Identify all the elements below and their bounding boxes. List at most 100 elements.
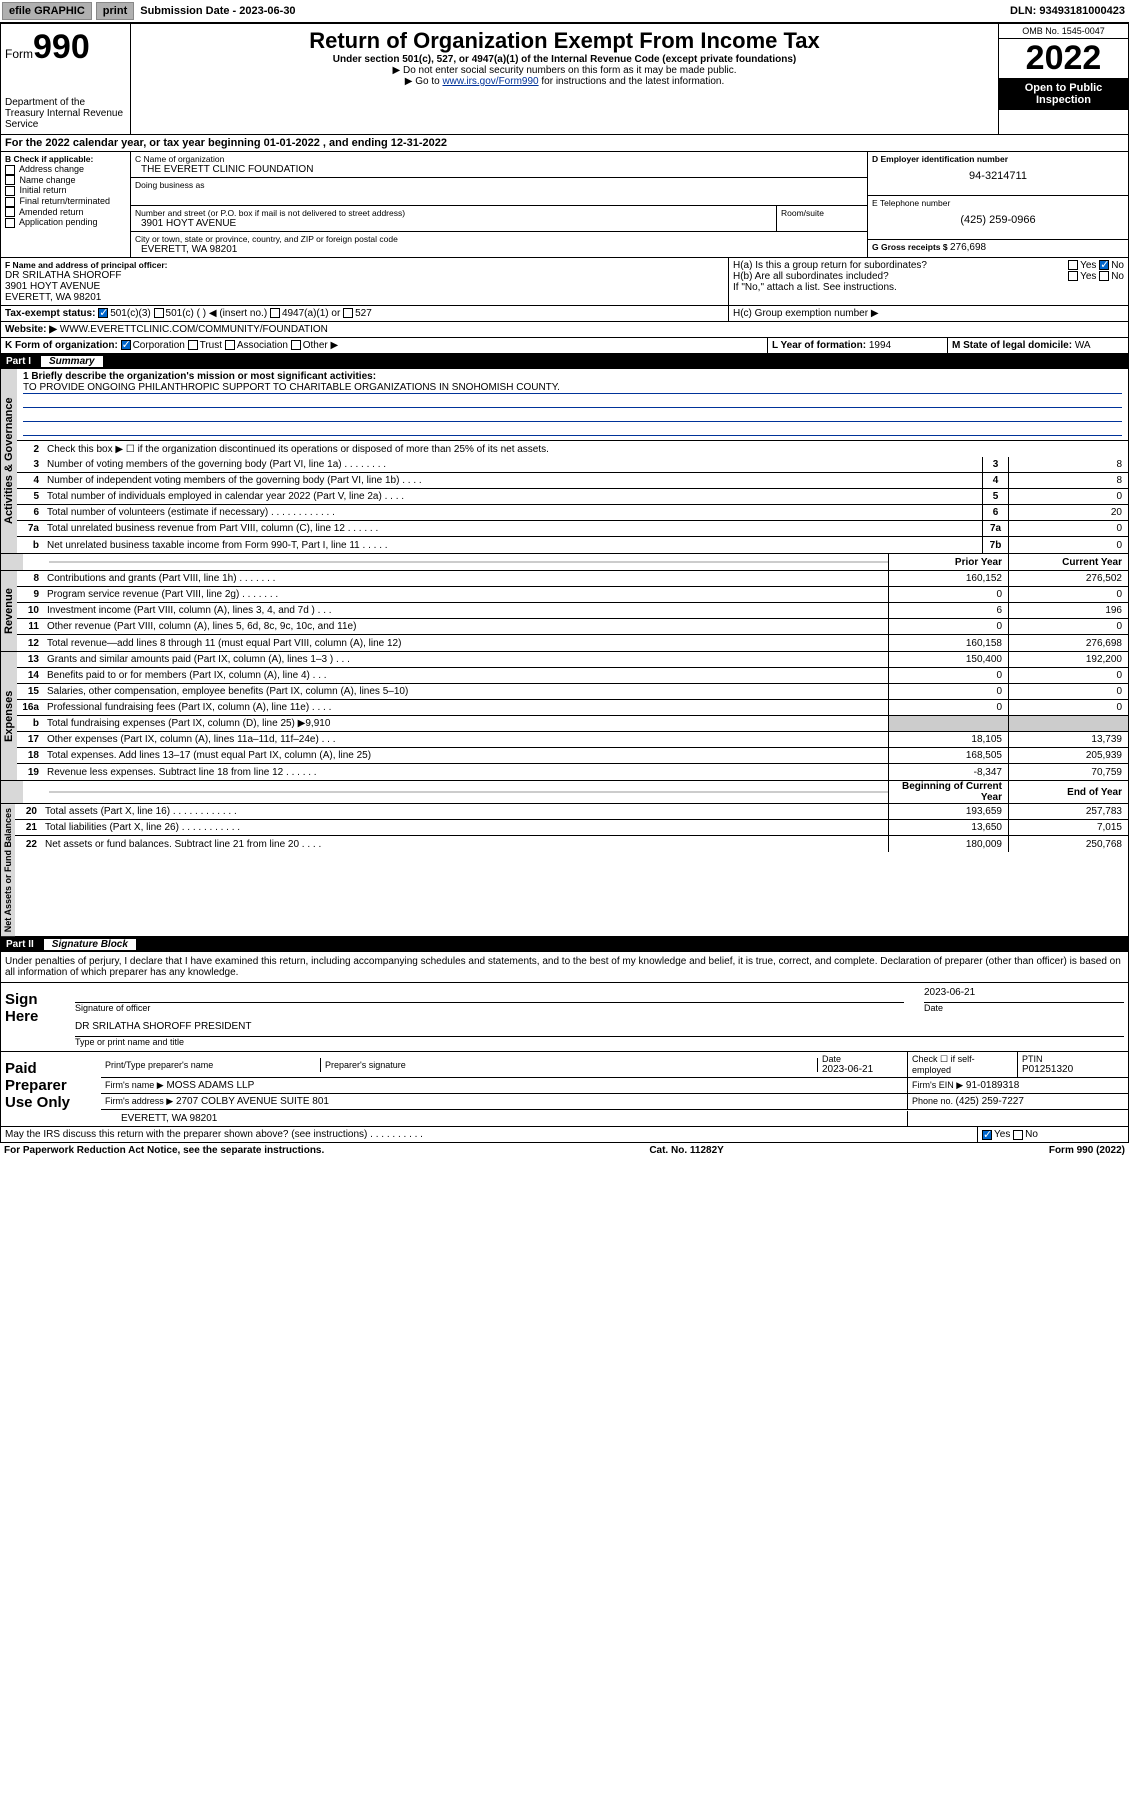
catalog-number: Cat. No. 11282Y: [649, 1145, 723, 1156]
527-checkbox[interactable]: [343, 308, 353, 318]
officer-city: EVERETT, WA 98201: [5, 292, 724, 303]
ein-label: D Employer identification number: [872, 154, 1124, 164]
boxb-checkbox[interactable]: [5, 218, 15, 228]
firm-addr2: EVERETT, WA 98201: [101, 1111, 908, 1126]
firm-name: MOSS ADAMS LLP: [166, 1080, 254, 1091]
501c-checkbox[interactable]: [154, 308, 164, 318]
current-value: 192,200: [1008, 652, 1128, 667]
current-value: 276,698: [1008, 635, 1128, 651]
line-desc: Professional fundraising fees (Part IX, …: [43, 701, 888, 714]
ha-no-checkbox[interactable]: [1099, 260, 1109, 270]
hc-label: H(c) Group exemption number ▶: [733, 308, 879, 319]
print-button[interactable]: print: [96, 2, 134, 20]
line-desc: Total liabilities (Part X, line 26) . . …: [41, 821, 888, 834]
current-value: 13,739: [1008, 732, 1128, 747]
end-year-header: End of Year: [1008, 781, 1128, 803]
corp-checkbox[interactable]: [121, 340, 131, 350]
sig-date-label: Date: [924, 1003, 1124, 1013]
street-address: 3901 HOYT AVENUE: [135, 218, 772, 229]
assoc-checkbox[interactable]: [225, 340, 235, 350]
hb-no-checkbox[interactable]: [1099, 271, 1109, 281]
prior-year-header: Prior Year: [888, 554, 1008, 570]
line-desc: Salaries, other compensation, employee b…: [43, 685, 888, 698]
line-desc: Number of independent voting members of …: [43, 474, 982, 487]
efile-graphic-button[interactable]: efile GRAPHIC: [2, 2, 92, 20]
form-title: Return of Organization Exempt From Incom…: [135, 28, 994, 54]
paperwork-notice: For Paperwork Reduction Act Notice, see …: [4, 1145, 324, 1156]
boxb-checkbox[interactable]: [5, 165, 15, 175]
tax-exempt-label: Tax-exempt status:: [5, 308, 95, 319]
revenue-label: Revenue: [1, 571, 17, 651]
firm-phone: (425) 259-7227: [956, 1096, 1024, 1107]
current-value: 0: [1008, 700, 1128, 715]
line-box: 4: [982, 473, 1008, 488]
current-value: [1008, 716, 1128, 731]
line-desc: Net unrelated business taxable income fr…: [43, 539, 982, 552]
ptin-value: P01251320: [1022, 1064, 1124, 1075]
current-value: 70,759: [1008, 764, 1128, 780]
department-label: Department of the Treasury Internal Reve…: [5, 97, 126, 130]
perjury-statement: Under penalties of perjury, I declare th…: [0, 952, 1129, 983]
sig-date: 2023-06-21: [924, 987, 1124, 1003]
line-value: 8: [1008, 457, 1128, 472]
form-subtitle: Under section 501(c), 527, or 4947(a)(1)…: [135, 54, 994, 65]
discuss-yes-checkbox[interactable]: [982, 1130, 992, 1140]
line-box: 5: [982, 489, 1008, 504]
discuss-with-preparer: May the IRS discuss this return with the…: [1, 1127, 978, 1142]
other-checkbox[interactable]: [291, 340, 301, 350]
ha-yes-checkbox[interactable]: [1068, 260, 1078, 270]
paid-preparer-label: Paid Preparer Use Only: [1, 1052, 101, 1126]
omb-number: OMB No. 1545-0047: [999, 24, 1128, 39]
prior-value: -8,347: [888, 764, 1008, 780]
boxb-checkbox[interactable]: [5, 197, 15, 207]
open-to-public: Open to PublicInspection: [999, 78, 1128, 110]
current-value: 0: [1008, 587, 1128, 602]
prior-value: 160,158: [888, 635, 1008, 651]
beginning-year-header: Beginning of Current Year: [888, 781, 1008, 803]
prior-value: 193,659: [888, 804, 1008, 819]
boxb-checkbox[interactable]: [5, 207, 15, 217]
prior-value: 180,009: [888, 836, 1008, 852]
prior-value: 13,650: [888, 820, 1008, 835]
state-domicile-value: WA: [1075, 340, 1091, 351]
submission-date-label: Submission Date - 2023-06-30: [136, 5, 299, 17]
expenses-label: Expenses: [1, 652, 17, 780]
form-header: Form990 Department of the Treasury Inter…: [0, 23, 1129, 135]
line-desc: Number of voting members of the governin…: [43, 458, 982, 471]
4947-checkbox[interactable]: [270, 308, 280, 318]
city-state-zip: EVERETT, WA 98201: [135, 244, 863, 255]
current-value: 205,939: [1008, 748, 1128, 763]
firm-name-label: Firm's name ▶: [105, 1080, 164, 1090]
top-toolbar: efile GRAPHIC print Submission Date - 20…: [0, 0, 1129, 23]
prior-value: 0: [888, 668, 1008, 683]
current-value: 250,768: [1008, 836, 1128, 852]
year-formation-value: 1994: [869, 340, 891, 351]
prep-date: 2023-06-21: [822, 1064, 903, 1075]
irs-link[interactable]: www.irs.gov/Form990: [442, 76, 538, 87]
current-value: 0: [1008, 668, 1128, 683]
hb-subordinates: H(b) Are all subordinates included? Yes …: [733, 271, 1124, 282]
line-desc: Other expenses (Part IX, column (A), lin…: [43, 733, 888, 746]
line-desc: Total number of volunteers (estimate if …: [43, 506, 982, 519]
hb-yes-checkbox[interactable]: [1068, 271, 1078, 281]
boxb-checkbox[interactable]: [5, 186, 15, 196]
line-value: 0: [1008, 537, 1128, 553]
firm-addr1: 2707 COLBY AVENUE SUITE 801: [176, 1096, 329, 1107]
line-desc: Total revenue—add lines 8 through 11 (mu…: [43, 637, 888, 650]
line-box: 7a: [982, 521, 1008, 536]
line-desc: Investment income (Part VIII, column (A)…: [43, 604, 888, 617]
officer-street: 3901 HOYT AVENUE: [5, 281, 724, 292]
ptin-label: PTIN: [1022, 1054, 1124, 1064]
box-b: B Check if applicable: Address change Na…: [1, 152, 131, 257]
discuss-no-checkbox[interactable]: [1013, 1130, 1023, 1140]
dba-label: Doing business as: [135, 180, 863, 190]
website-label: Website: ▶: [5, 324, 57, 335]
line2-desc: Check this box ▶ ☐ if the organization d…: [43, 443, 1128, 456]
501c3-checkbox[interactable]: [98, 308, 108, 318]
year-formation-label: L Year of formation:: [772, 340, 869, 351]
prior-value: 0: [888, 619, 1008, 634]
boxb-checkbox[interactable]: [5, 175, 15, 185]
trust-checkbox[interactable]: [188, 340, 198, 350]
form-number: Form990: [5, 28, 126, 67]
current-value: 257,783: [1008, 804, 1128, 819]
